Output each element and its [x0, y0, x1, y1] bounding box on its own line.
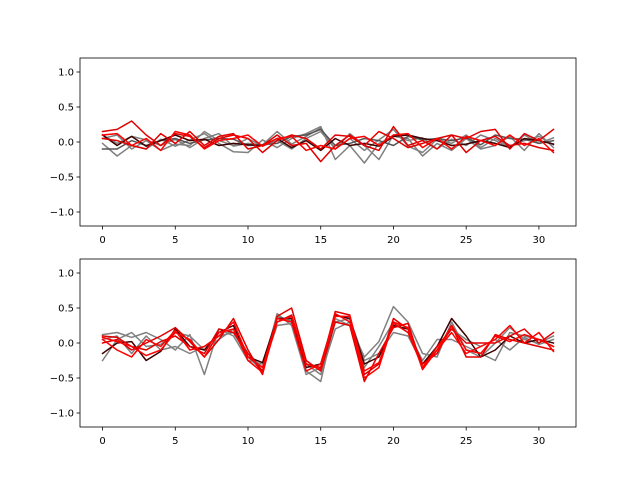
series-line-5	[101, 133, 555, 152]
subplot-top: 0 5 10 15 20 25 30 −1.0 −0.5 0.0 0.5 1.0	[50, 57, 577, 246]
y-tick-label: −0.5	[50, 374, 74, 385]
series-line-7	[101, 125, 555, 163]
series-group	[101, 120, 555, 164]
x-tick-label: 30	[533, 436, 546, 447]
x-tick-label: 10	[242, 436, 255, 447]
y-tick-label: 0.0	[58, 138, 74, 149]
subplot-bottom: 0 5 10 15 20 25 30 −1.0 −0.5 0.0 0.5 1.0	[50, 258, 577, 447]
series-line-8	[101, 130, 555, 154]
x-tick-label: 5	[172, 436, 178, 447]
y-tick-label: 0.5	[58, 304, 74, 315]
x-tick-label: 30	[533, 235, 546, 246]
x-tick-label: 0	[99, 436, 105, 447]
series-line-2	[101, 125, 555, 164]
x-tick-label: 5	[172, 235, 178, 246]
series-line-5	[101, 307, 555, 383]
series-line-6	[101, 120, 555, 154]
series-line-4	[101, 128, 555, 150]
y-tick-label: 1.0	[58, 269, 74, 280]
y-tick-label: −0.5	[50, 173, 74, 184]
y-tick-label: 0.5	[58, 103, 74, 114]
x-tick-label: 10	[242, 235, 255, 246]
series-line-8	[101, 312, 555, 379]
series-group	[101, 305, 555, 383]
y-tick-label: 0.0	[58, 339, 74, 350]
x-tick-label: 0	[99, 235, 105, 246]
x-tick-label: 25	[460, 235, 473, 246]
x-tick-label: 25	[460, 436, 473, 447]
x-tick-label: 15	[314, 436, 327, 447]
y-tick-label: −1.0	[50, 409, 74, 420]
x-tick-label: 15	[314, 235, 327, 246]
y-tick-label: −1.0	[50, 208, 74, 219]
x-tick-label: 20	[387, 436, 400, 447]
y-tick-label: 1.0	[58, 68, 74, 79]
series-line-3	[101, 130, 555, 161]
x-tick-label: 20	[387, 235, 400, 246]
